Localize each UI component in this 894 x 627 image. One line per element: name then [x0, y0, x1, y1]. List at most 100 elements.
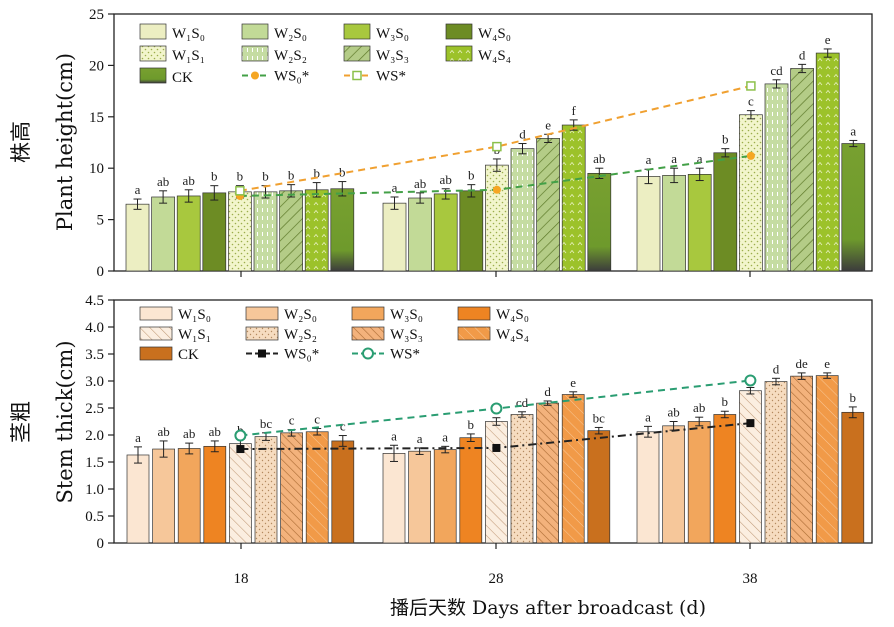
- y-tick-label: 0: [97, 536, 105, 552]
- y-tick-label: 2.5: [85, 401, 104, 417]
- y-tick-label: 3.5: [85, 347, 104, 363]
- y-tick-label: 0.5: [85, 509, 104, 525]
- significance-label: d: [799, 47, 806, 62]
- bar-w3s3: [790, 375, 813, 544]
- legend: W₁S₀ W₂S₀ W₃S₀ W₄S₀ W₁S₁ W₂S₂ W₃S₃ W₄S₄ CK WS₀* WS…: [139, 306, 529, 363]
- significance-label: a: [391, 428, 397, 443]
- y-tick-label: 25: [89, 7, 104, 23]
- significance-label: b: [850, 390, 857, 405]
- legend-label: W₁S₀: [172, 26, 205, 42]
- bar-w3s3: [536, 402, 559, 544]
- y-tick-label: 3.0: [85, 374, 104, 390]
- bar-ck: [587, 172, 612, 272]
- legend-label: CK: [172, 70, 193, 86]
- legend-label: W₄S₀: [478, 26, 511, 42]
- bar-w2s0: [408, 450, 431, 544]
- significance-label: b: [313, 166, 320, 181]
- bar-w3s3: [536, 138, 560, 272]
- significance-label: ab: [667, 405, 679, 420]
- bar-w1s0: [125, 203, 150, 272]
- bar-w4s0: [202, 192, 227, 272]
- significance-label: e: [570, 375, 576, 390]
- significance-label: f: [572, 103, 577, 118]
- bar-w1s1: [229, 443, 252, 544]
- bar-w2s2: [510, 414, 534, 544]
- significance-label: bc: [260, 416, 273, 431]
- bar-w2s2: [764, 381, 788, 544]
- legend-label: W₂S₂: [274, 48, 307, 64]
- y-tick-label: 1.5: [85, 455, 104, 471]
- legend-label: W₃S₀: [376, 26, 409, 42]
- series-marker: [746, 151, 755, 160]
- legend-label: W₄S₄: [478, 48, 511, 64]
- legend-swatch: [351, 306, 385, 321]
- bar-w3s3: [790, 68, 814, 272]
- significance-label: b: [722, 394, 729, 409]
- series-marker: [490, 402, 503, 415]
- bar-w1s0: [636, 431, 660, 544]
- significance-label: c: [748, 94, 754, 109]
- legend-swatch: [139, 67, 167, 84]
- significance-label: a: [671, 151, 677, 166]
- legend-swatch: [351, 326, 385, 341]
- bar-w1s1: [485, 421, 508, 544]
- legend-label: W₂S₀: [274, 26, 307, 42]
- bar-w1s0: [636, 176, 661, 272]
- series-marker: [746, 419, 755, 428]
- series-marker: [746, 81, 756, 91]
- legend-swatch: [139, 23, 167, 40]
- series-line-ws: [239, 84, 752, 192]
- bar-w2s2: [254, 436, 278, 544]
- bar-w3s0: [176, 195, 201, 272]
- legend-marker: [352, 70, 362, 81]
- legend-swatch: [245, 326, 279, 341]
- bar-w4s4: [304, 189, 329, 272]
- series-marker: [234, 429, 247, 442]
- legend-label: W₃S₃: [390, 327, 423, 343]
- legend-label: W₂S₂: [284, 327, 317, 343]
- bar-w3s0: [433, 449, 457, 544]
- bar-w4s0: [713, 152, 738, 272]
- significance-label: a: [417, 431, 423, 446]
- series-marker: [236, 445, 245, 454]
- significance-label: d: [519, 127, 526, 142]
- significance-label: ab: [183, 426, 195, 441]
- y-axis-title-zh: 株高: [9, 121, 33, 163]
- significance-label: b: [722, 132, 729, 147]
- series-marker: [744, 374, 757, 387]
- significance-label: ab: [157, 424, 169, 439]
- legend-label: W₃S₃: [376, 48, 409, 64]
- legend-label: W₃S₀: [390, 307, 423, 323]
- bar-w4s4: [815, 52, 840, 272]
- significance-label: ab: [593, 151, 605, 166]
- significance-label: d: [773, 361, 780, 376]
- legend-label: W₁S₁: [172, 48, 205, 64]
- bar-w4s0: [203, 445, 227, 544]
- x-tick-label: 28: [489, 571, 504, 587]
- series-marker: [492, 141, 502, 152]
- y-tick-label: 15: [89, 110, 104, 126]
- bar-w2s0: [662, 425, 685, 544]
- legend-swatch: [343, 45, 371, 62]
- legend-swatch: [343, 23, 371, 40]
- legend-label: CK: [178, 347, 199, 363]
- legend-swatch: [139, 346, 173, 361]
- legend-swatch: [139, 306, 173, 321]
- significance-label: b: [237, 169, 244, 184]
- series-marker: [492, 443, 501, 452]
- legend-label: W₁S₁: [178, 327, 211, 343]
- bar-w1s1: [228, 191, 252, 272]
- significance-label: a: [392, 180, 398, 195]
- significance-label: ab: [183, 173, 195, 188]
- y-axis-title: Stem thick(cm): [53, 340, 77, 503]
- significance-label: cd: [770, 63, 783, 78]
- significance-label: b: [262, 169, 269, 184]
- significance-label: b: [288, 168, 295, 183]
- bar-w2s0: [408, 197, 432, 272]
- bar-w2s2: [764, 83, 789, 272]
- significance-label: e: [545, 117, 551, 132]
- significance-label: e: [824, 356, 830, 371]
- legend-swatch: [245, 306, 279, 321]
- series-marker: [235, 186, 245, 196]
